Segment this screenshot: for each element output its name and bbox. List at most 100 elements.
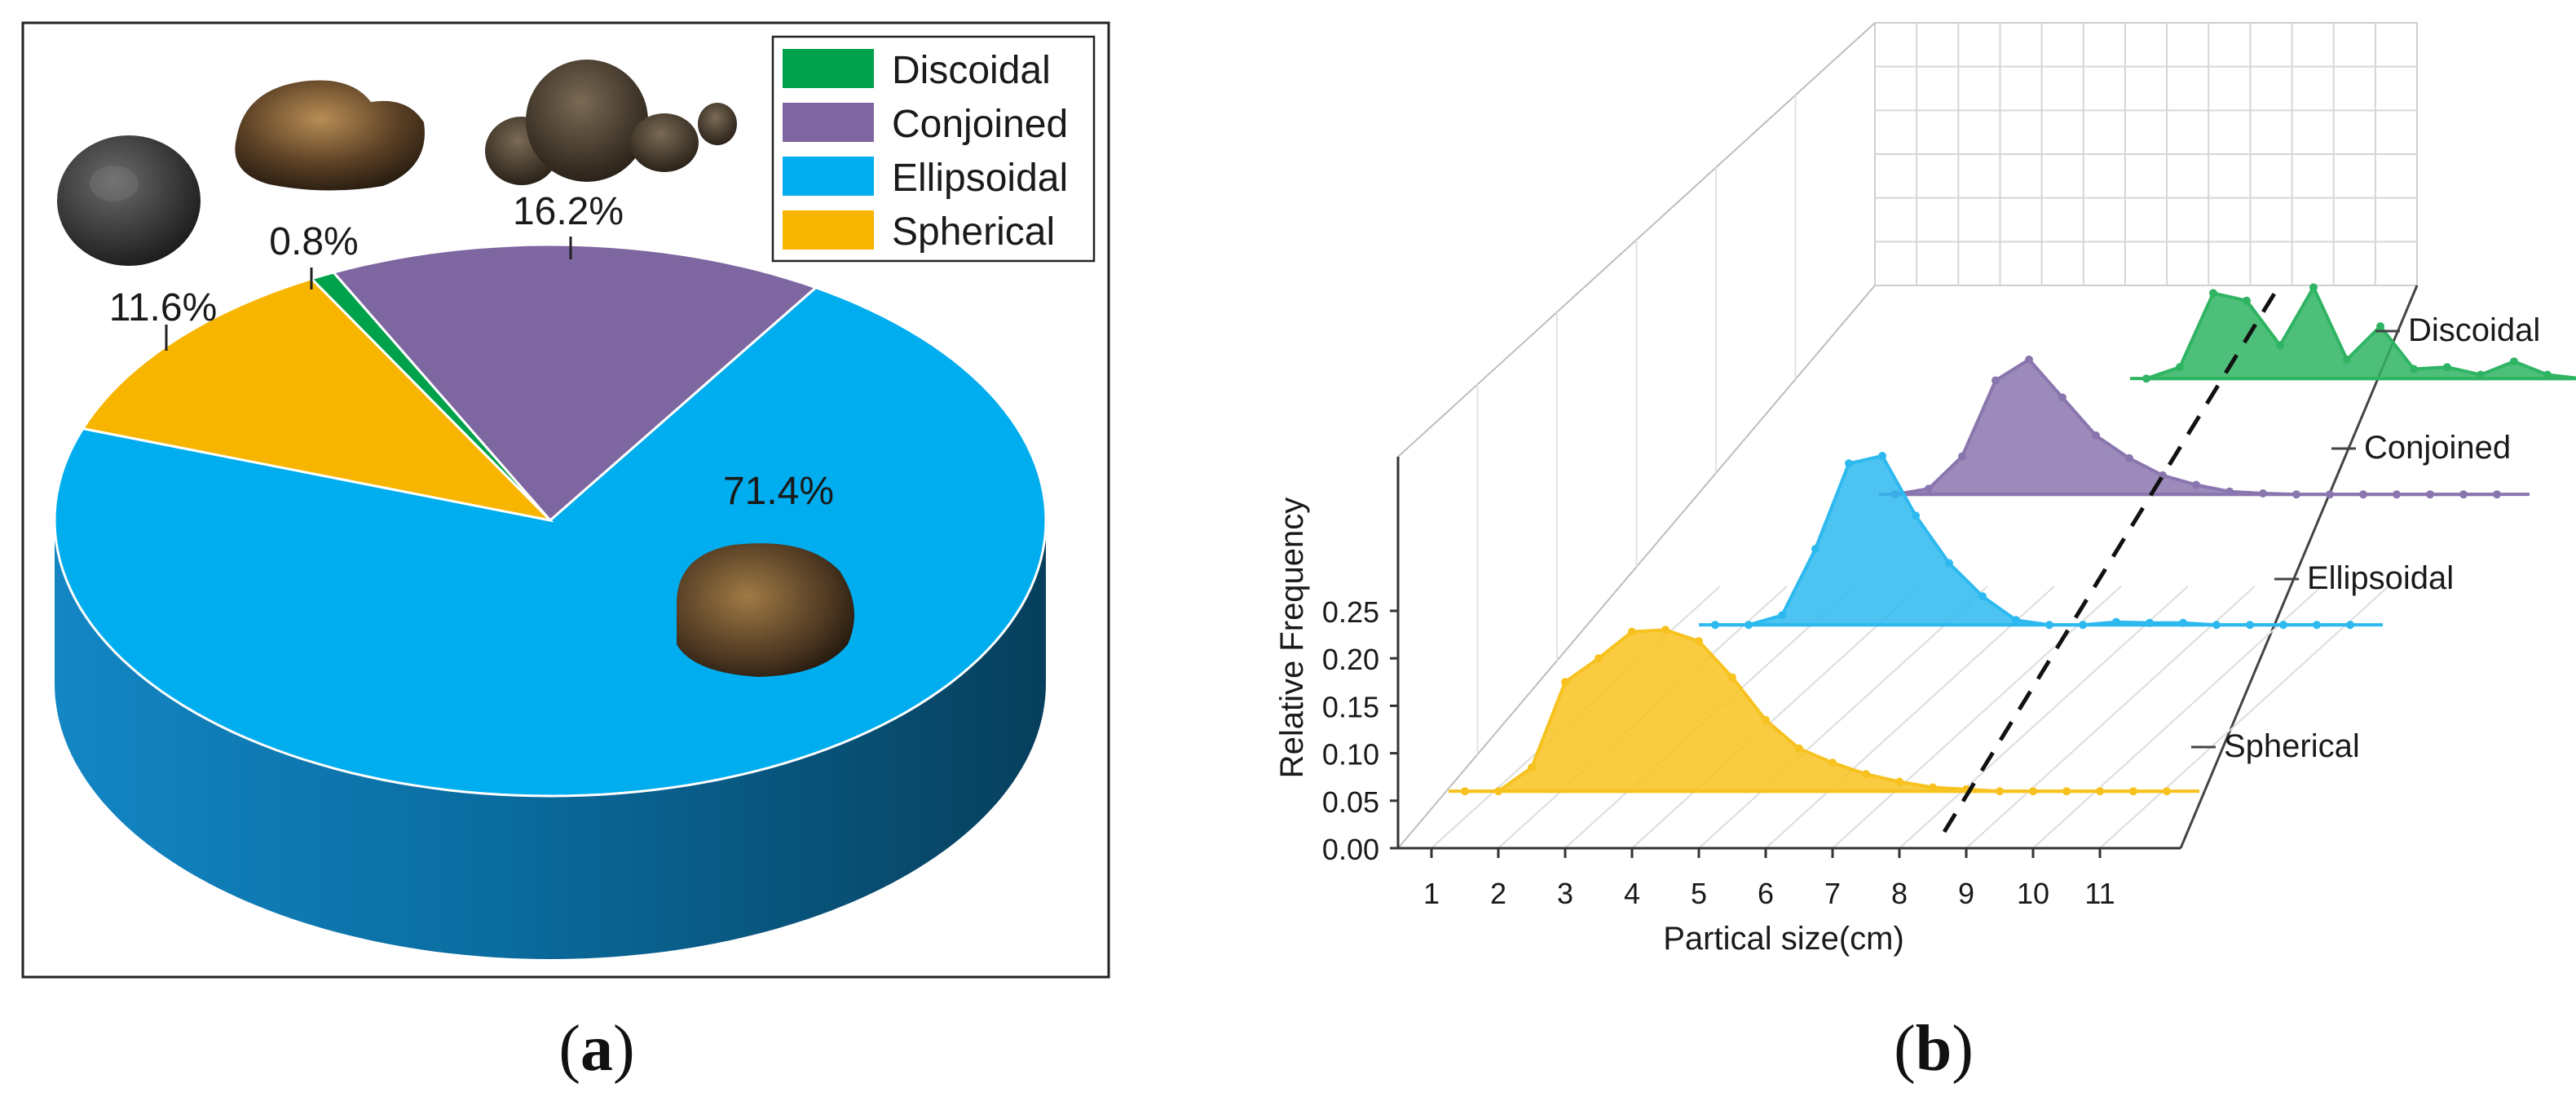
series-point-ellipsoidal [1978,592,1987,601]
legend-label-discoidal: Discoidal [892,49,1051,92]
series-point-conjoined [2459,490,2468,499]
series-point-conjoined [2426,490,2434,499]
conjoined-percent-label: 16.2% [513,190,624,233]
series-point-spherical [2029,787,2037,796]
series-point-spherical [2096,787,2104,796]
series-label-conjoined: Conjoined [2364,430,2511,466]
series-point-conjoined [2025,355,2033,364]
x-tick-label: 7 [1824,877,1841,910]
panel-a: 11.6% 0.8% 16.2% 71.4% Discoidal Conjoin… [21,21,1110,979]
series-point-ellipsoidal [1778,611,1786,620]
series-point-ellipsoidal [1912,511,1920,520]
chart-grid [1397,22,2419,849]
y-tick-label: 0.10 [1322,738,1379,772]
x-tick-label: 11 [2084,877,2115,910]
series-point-spherical [1461,787,1469,796]
floor-grid-line [1698,586,1988,849]
series-point-spherical [1862,770,1870,779]
series-area-spherical [1465,628,2167,794]
series-point-discoidal [2276,341,2284,350]
x-tick-label: 9 [1958,877,1974,910]
series-point-ellipsoidal [2279,621,2287,630]
floor-grid-line [1631,586,1921,849]
series-point-conjoined [2292,490,2300,499]
series-point-conjoined [2393,490,2401,499]
y-tick-label: 0.15 [1322,690,1379,723]
spherical-rock-photo [57,135,201,266]
series-area-discoidal [2146,284,2576,381]
legend-swatch-spherical [783,210,874,250]
chart-series: Discoidal Conjoined Ellipsoidal Spherical [1449,283,2576,833]
series-point-ellipsoidal [2112,617,2120,626]
series-point-ellipsoidal [2313,621,2321,630]
series-point-ellipsoidal [2079,621,2087,630]
floor-grid-line [2099,586,2389,849]
series-point-discoidal [2343,355,2351,364]
x-tick-label: 4 [1624,877,1640,910]
floor-grid-line [1965,586,2256,849]
conjoined-rock-photo [485,60,737,185]
series-point-discoidal [2410,365,2418,374]
series-label-ellipsoidal: Ellipsoidal [2307,560,2454,596]
y-axis-title: Relative Frequency [1274,497,1310,779]
series-point-ellipsoidal [1845,459,1853,468]
series-point-spherical [1661,626,1670,635]
y-tick-label: 0.25 [1322,595,1379,629]
series-point-spherical [1528,763,1536,772]
series-point-ellipsoidal [2246,621,2254,630]
floor-grid-line [1832,586,2122,849]
legend-swatch-conjoined [783,103,874,142]
series-point-ellipsoidal [2212,621,2221,630]
series-point-spherical [1728,673,1736,682]
series-point-conjoined [2326,490,2334,499]
legend-swatch-discoidal [783,49,874,88]
floor-grid-line [2032,586,2322,849]
series-point-spherical [2163,787,2171,796]
series-point-conjoined [2125,453,2133,462]
series-point-ellipsoidal [2179,618,2187,627]
series-point-discoidal [2510,357,2518,366]
floor-grid-line [1899,586,2189,849]
series-point-ellipsoidal [2045,621,2053,630]
series-point-ellipsoidal [1711,621,1719,630]
x-tick-label: 6 [1758,877,1774,910]
series-point-discoidal [2543,370,2552,379]
series-point-spherical [1996,787,2004,796]
series-point-conjoined [2359,490,2367,499]
x-axis-title: Partical size(cm) [1663,921,1904,957]
chart-axes: 0.00 0.05 0.10 0.15 0.20 0.25 1 2 3 4 5 6 7 8 9 10 11 [1322,457,2181,910]
series-point-conjoined [2493,490,2501,499]
series-point-discoidal [2477,370,2485,379]
series-point-discoidal [2209,289,2217,298]
floor-grid-line [1765,586,2055,849]
series-point-ellipsoidal [1745,621,1753,630]
discoidal-rock-photo [235,80,425,191]
x-tick-label: 10 [2017,877,2049,910]
y-tick-label: 0.05 [1322,785,1379,819]
x-tick-label: 3 [1557,877,1573,910]
y-tick-label: 0.20 [1322,643,1379,676]
pie-slice-spherical [81,277,554,523]
series-point-spherical [1494,787,1502,796]
series-point-spherical [1695,637,1703,646]
series-point-ellipsoidal [2346,621,2354,630]
series-point-discoidal [2443,363,2451,372]
x-tick-label: 1 [1423,877,1440,910]
series-point-ellipsoidal [2146,618,2154,627]
y-tick-label: 0.00 [1322,833,1379,866]
legend-label-ellipsoidal: Ellipsoidal [892,157,1068,200]
series-point-discoidal [2309,283,2318,292]
series-point-conjoined [2092,431,2100,440]
series-point-discoidal [2176,363,2184,372]
legend-label-spherical: Spherical [892,210,1055,254]
series-point-spherical [1762,715,1770,724]
series-label-discoidal: Discoidal [2408,312,2540,348]
ellipsoidal-rock-photo [677,543,854,677]
discoidal-percent-label: 0.8% [269,220,358,263]
series-point-conjoined [2225,487,2234,496]
legend-swatch-ellipsoidal [783,157,874,196]
series-point-ellipsoidal [1811,545,1820,553]
pie-slice-conjoined [331,243,818,523]
series-point-conjoined [2192,480,2200,489]
series-point-discoidal [2376,322,2384,331]
